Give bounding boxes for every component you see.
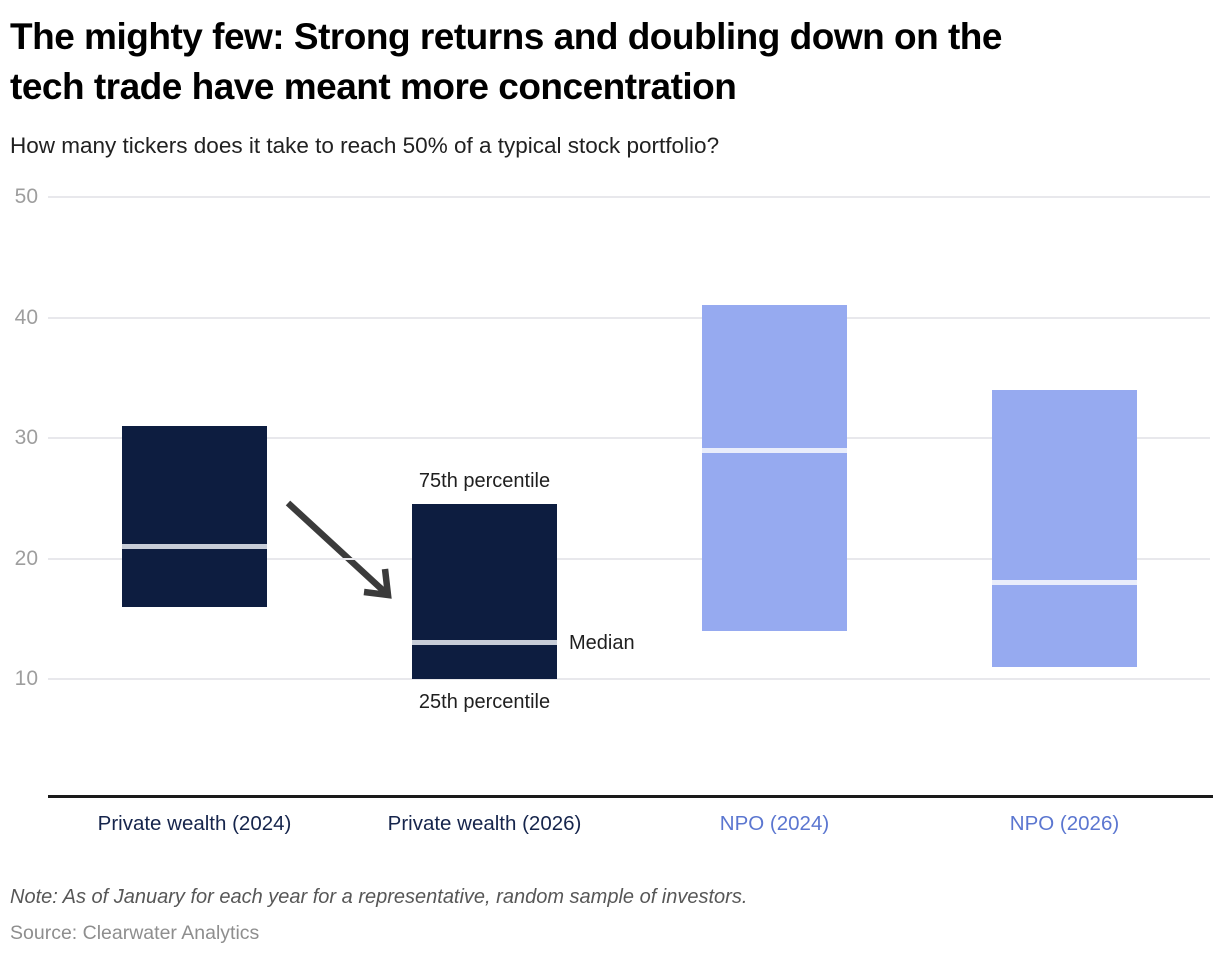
y-tick-label: 40 bbox=[14, 305, 38, 329]
source-credit: Source: Clearwater Analytics bbox=[10, 922, 260, 944]
y-tick-label: 50 bbox=[14, 185, 38, 208]
page-title-line-2: tech trade have meant more concentration bbox=[10, 66, 737, 107]
y-tick-label: 30 bbox=[14, 426, 38, 449]
annotation-25th-percentile: 25th percentile bbox=[418, 691, 551, 713]
annotation-median: Median bbox=[569, 631, 635, 654]
gridline bbox=[48, 678, 1210, 680]
gridline bbox=[48, 437, 1210, 439]
range-bar bbox=[702, 305, 847, 631]
footnote: Note: As of January for each year for a … bbox=[10, 886, 748, 908]
y-tick-label: 20 bbox=[14, 546, 38, 570]
category-label: NPO (2024) bbox=[719, 812, 830, 835]
page-title: The mighty few: Strong returns and doubl… bbox=[10, 12, 1200, 112]
median-line bbox=[702, 447, 847, 453]
range-bar bbox=[992, 389, 1137, 667]
trend-down-arrow-icon bbox=[285, 500, 392, 599]
annotation-75th-percentile: 75th percentile bbox=[418, 470, 551, 493]
y-tick-label: 10 bbox=[14, 667, 38, 690]
median-line bbox=[412, 640, 557, 646]
gridline bbox=[48, 316, 1210, 319]
category-label: Private wealth (2024) bbox=[97, 812, 292, 835]
range-bar bbox=[122, 425, 267, 607]
x-axis-line bbox=[48, 795, 1213, 798]
chart-subtitle: How many tickers does it take to reach 5… bbox=[10, 133, 720, 158]
median-line bbox=[122, 543, 267, 549]
gridline bbox=[48, 557, 1210, 560]
range-bar bbox=[412, 504, 557, 679]
page-title-line-1: The mighty few: Strong returns and doubl… bbox=[10, 16, 1003, 57]
median-line bbox=[992, 580, 1137, 586]
category-label: Private wealth (2026) bbox=[387, 812, 582, 835]
gridline bbox=[48, 196, 1210, 198]
category-label: NPO (2026) bbox=[1009, 812, 1120, 835]
